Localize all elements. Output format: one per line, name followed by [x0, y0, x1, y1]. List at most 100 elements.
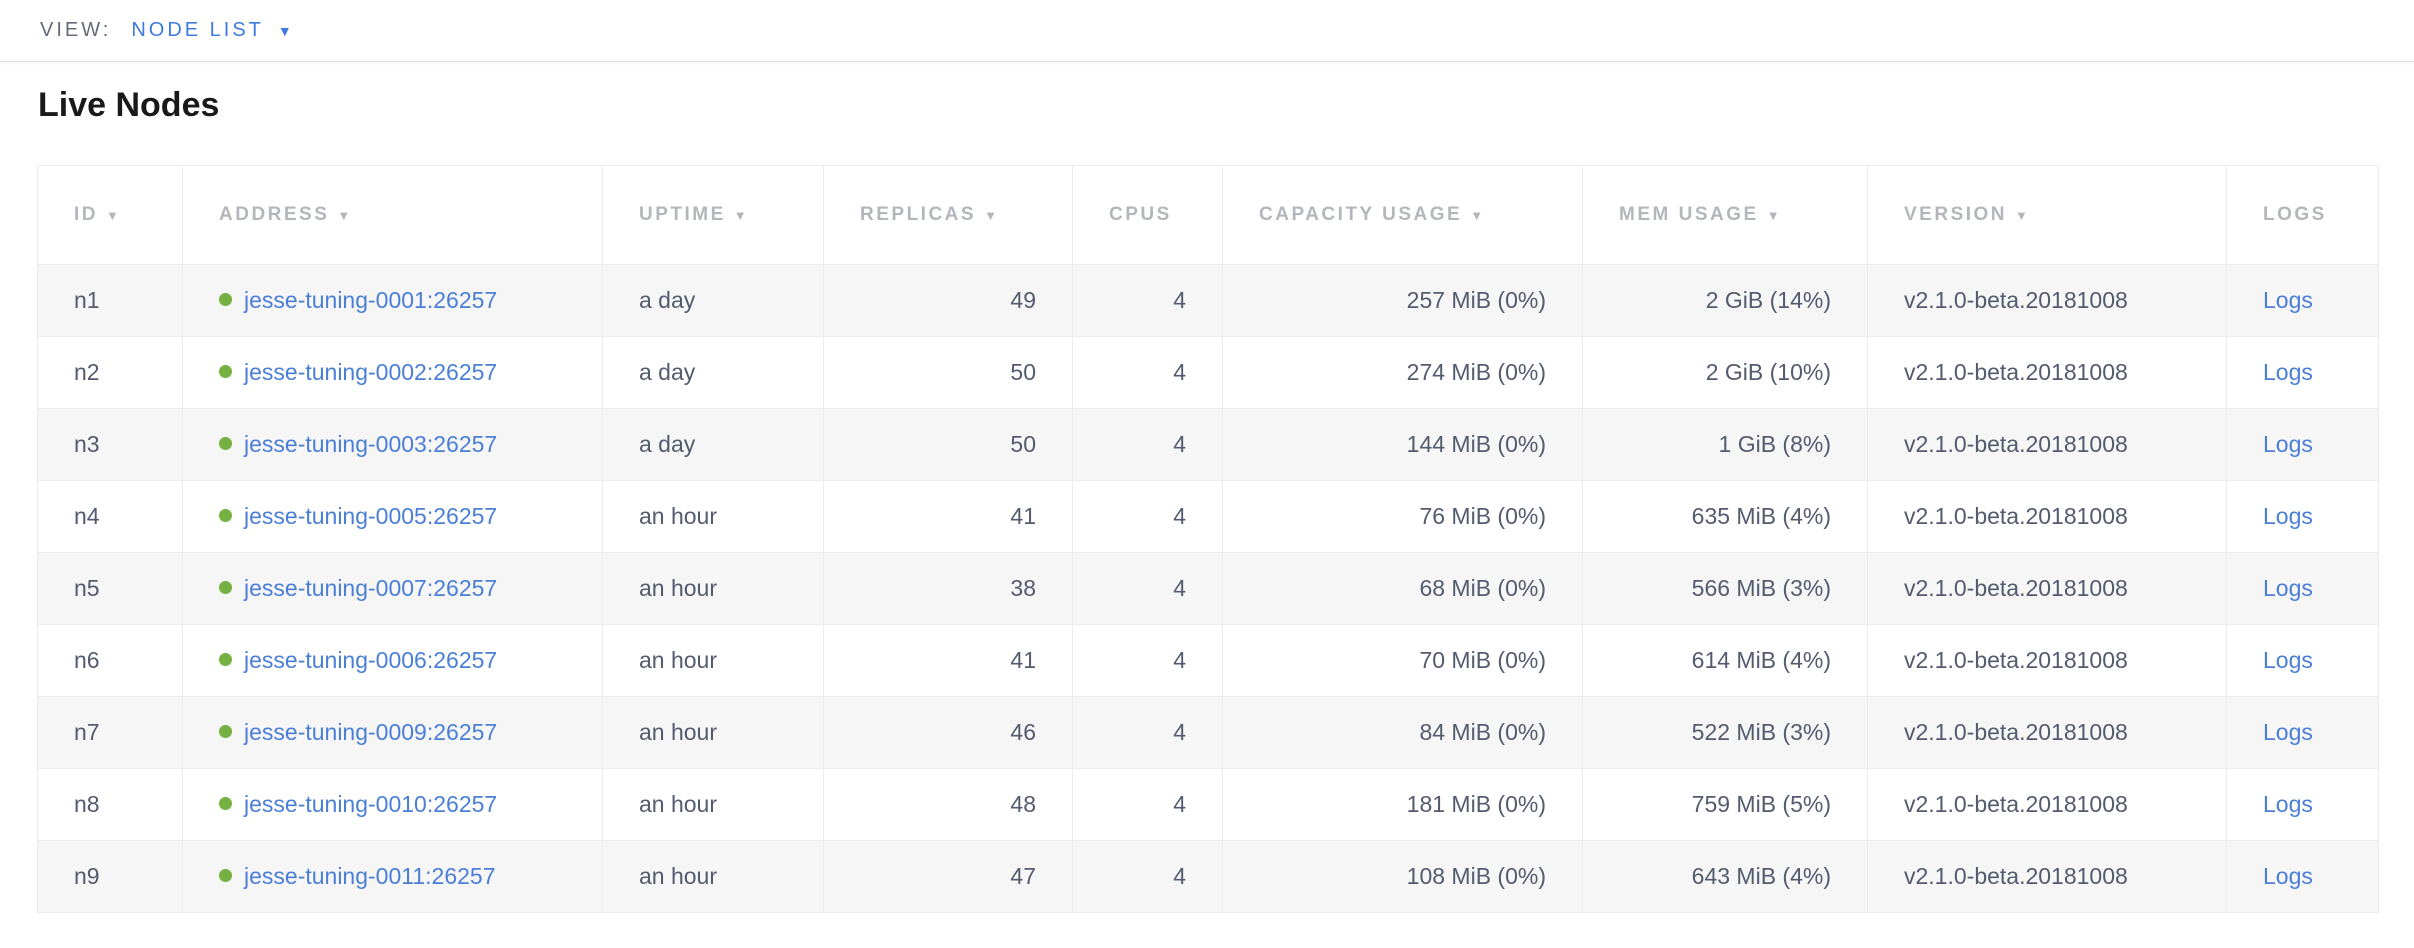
sort-desc-icon: ▼: [2015, 208, 2031, 223]
node-cpus-cell: 4: [1072, 840, 1223, 913]
node-row: n5 jesse-tuning-0007:26257 an hour 38 4 68 Mi…: [37, 552, 2379, 625]
column-header-label: ADDRESS: [219, 204, 330, 225]
node-mem-cell: 2 GiB (14%): [1582, 264, 1868, 337]
node-address-link[interactable]: jesse-tuning-0009:26257: [244, 719, 498, 745]
node-address-link[interactable]: jesse-tuning-0005:26257: [244, 503, 498, 529]
node-health-icon: [219, 365, 232, 379]
node-replicas-cell: 50: [823, 408, 1073, 481]
node-id-cell: n7: [37, 696, 183, 769]
view-selected-value: NODE LIST: [131, 19, 264, 41]
node-logs-link[interactable]: Logs: [2263, 863, 2313, 889]
node-logs-link[interactable]: Logs: [2263, 647, 2313, 673]
sort-desc-icon: ▼: [1766, 208, 1783, 223]
node-cpus-cell: 4: [1072, 408, 1223, 481]
node-address-link[interactable]: jesse-tuning-0003:26257: [244, 431, 498, 457]
live-nodes-table-container: ID ▼ ADDRESS ▼ UPTIME ▼ REPLICAS ▼ CPUS CAPA…: [37, 165, 2414, 913]
column-header-uptime[interactable]: UPTIME ▼: [602, 165, 824, 265]
column-header-logs: LOGS: [2226, 165, 2379, 265]
node-logs-link[interactable]: Logs: [2263, 575, 2313, 601]
node-mem-cell: 2 GiB (10%): [1582, 336, 1868, 409]
node-logs-link[interactable]: Logs: [2263, 431, 2313, 457]
node-address-link[interactable]: jesse-tuning-0001:26257: [244, 287, 498, 313]
node-capacity-cell: 108 MiB (0%): [1222, 840, 1583, 913]
node-version-cell: v2.1.0-beta.20181008: [1867, 840, 2227, 913]
nodes-table-body: n1 jesse-tuning-0001:26257 a day 49 4 257 MiB…: [37, 264, 2379, 913]
node-logs-cell: Logs: [2226, 696, 2379, 769]
node-mem-cell: 1 GiB (8%): [1582, 408, 1868, 481]
node-address-link[interactable]: jesse-tuning-0007:26257: [244, 575, 498, 601]
node-cpus-cell: 4: [1072, 264, 1223, 337]
node-version-cell: v2.1.0-beta.20181008: [1867, 696, 2227, 769]
node-cpus-cell: 4: [1072, 624, 1223, 697]
node-capacity-cell: 70 MiB (0%): [1222, 624, 1583, 697]
node-row: n6 jesse-tuning-0006:26257 an hour 41 4 70 Mi…: [37, 624, 2379, 697]
node-address-cell: jesse-tuning-0006:26257: [182, 624, 603, 697]
node-id-cell: n6: [37, 624, 183, 697]
node-address-link[interactable]: jesse-tuning-0011:26257: [244, 863, 496, 889]
node-cpus-cell: 4: [1072, 768, 1223, 841]
node-logs-cell: Logs: [2226, 264, 2379, 337]
node-capacity-cell: 76 MiB (0%): [1222, 480, 1583, 553]
node-health-icon: [219, 581, 232, 595]
node-uptime-cell: a day: [602, 264, 824, 337]
sort-desc-icon: ▼: [1470, 208, 1486, 223]
node-address-cell: jesse-tuning-0005:26257: [182, 480, 603, 553]
node-health-icon: [219, 509, 232, 523]
node-replicas-cell: 38: [823, 552, 1073, 625]
column-header-replicas[interactable]: REPLICAS ▼: [823, 165, 1073, 265]
node-row: n4 jesse-tuning-0005:26257 an hour 41 4 76 Mi…: [37, 480, 2379, 553]
node-logs-link[interactable]: Logs: [2263, 359, 2313, 385]
node-version-cell: v2.1.0-beta.20181008: [1867, 480, 2227, 553]
node-logs-link[interactable]: Logs: [2263, 503, 2313, 529]
table-header-row: ID ▼ ADDRESS ▼ UPTIME ▼ REPLICAS ▼ CPUS CAPA…: [37, 165, 2379, 265]
node-logs-cell: Logs: [2226, 336, 2379, 409]
node-uptime-cell: an hour: [602, 480, 824, 553]
sort-desc-icon: ▼: [733, 208, 750, 223]
column-header-id[interactable]: ID ▼: [37, 165, 183, 265]
view-label: VIEW:: [40, 19, 112, 41]
column-header-cpus: CPUS: [1072, 165, 1223, 265]
node-id-cell: n2: [37, 336, 183, 409]
sort-desc-icon: ▼: [984, 208, 1000, 223]
column-header-label: REPLICAS: [860, 204, 977, 225]
node-health-icon: [219, 725, 232, 739]
node-logs-link[interactable]: Logs: [2263, 287, 2313, 313]
live-nodes-table: ID ▼ ADDRESS ▼ UPTIME ▼ REPLICAS ▼ CPUS CAPA…: [37, 165, 2379, 913]
node-replicas-cell: 41: [823, 624, 1073, 697]
node-capacity-cell: 257 MiB (0%): [1222, 264, 1583, 337]
node-mem-cell: 643 MiB (4%): [1582, 840, 1868, 913]
node-health-icon: [219, 293, 232, 307]
node-uptime-cell: a day: [602, 408, 824, 481]
node-health-icon: [219, 437, 232, 451]
node-address-cell: jesse-tuning-0002:26257: [182, 336, 603, 409]
node-mem-cell: 614 MiB (4%): [1582, 624, 1868, 697]
node-uptime-cell: an hour: [602, 696, 824, 769]
node-address-link[interactable]: jesse-tuning-0006:26257: [244, 647, 498, 673]
node-logs-link[interactable]: Logs: [2263, 791, 2313, 817]
node-uptime-cell: an hour: [602, 552, 824, 625]
node-version-cell: v2.1.0-beta.20181008: [1867, 264, 2227, 337]
node-logs-link[interactable]: Logs: [2263, 719, 2313, 745]
column-header-version[interactable]: VERSION ▼: [1867, 165, 2227, 265]
column-header-label: LOGS: [2263, 204, 2327, 225]
node-row: n2 jesse-tuning-0002:26257 a day 50 4 274 MiB…: [37, 336, 2379, 409]
node-address-link[interactable]: jesse-tuning-0002:26257: [244, 359, 498, 385]
node-uptime-cell: an hour: [602, 840, 824, 913]
node-uptime-cell: a day: [602, 336, 824, 409]
node-address-cell: jesse-tuning-0009:26257: [182, 696, 603, 769]
column-header-label: ID: [74, 204, 98, 225]
view-selector-dropdown[interactable]: NODE LIST ▼: [131, 19, 291, 42]
node-address-link[interactable]: jesse-tuning-0010:26257: [244, 791, 498, 817]
column-header-capacity-usage[interactable]: CAPACITY USAGE ▼: [1222, 165, 1583, 265]
node-id-cell: n8: [37, 768, 183, 841]
node-replicas-cell: 50: [823, 336, 1073, 409]
node-id-cell: n5: [37, 552, 183, 625]
node-capacity-cell: 181 MiB (0%): [1222, 768, 1583, 841]
node-id-cell: n9: [37, 840, 183, 913]
column-header-address[interactable]: ADDRESS ▼: [182, 165, 603, 265]
column-header-mem-usage[interactable]: MEM USAGE ▼: [1582, 165, 1868, 265]
node-id-cell: n3: [37, 408, 183, 481]
node-address-cell: jesse-tuning-0007:26257: [182, 552, 603, 625]
node-row: n9 jesse-tuning-0011:26257 an hour 47 4 108 M…: [37, 840, 2379, 913]
node-logs-cell: Logs: [2226, 480, 2379, 553]
